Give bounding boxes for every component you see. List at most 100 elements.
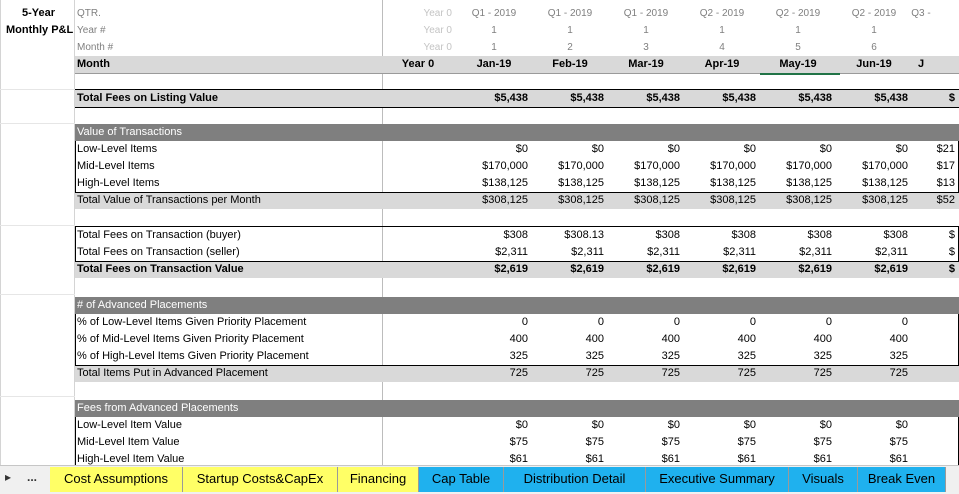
value-cell[interactable]: $0: [591, 419, 604, 431]
value-cell[interactable]: 325: [585, 350, 604, 362]
value-cell[interactable]: 725: [509, 367, 528, 379]
value-cell[interactable]: $308,125: [482, 194, 528, 206]
value-cell[interactable]: 400: [509, 333, 528, 345]
value-cell[interactable]: $0: [515, 419, 528, 431]
value-cell[interactable]: $21: [936, 143, 955, 155]
value-cell[interactable]: $: [948, 246, 955, 258]
value-cell[interactable]: $61: [889, 453, 908, 465]
sheet-tab-startup-costs-capex[interactable]: Startup Costs&CapEx: [183, 467, 338, 492]
value-cell[interactable]: $308: [503, 229, 528, 241]
value-cell[interactable]: $61: [661, 453, 680, 465]
value-cell[interactable]: $5,438: [646, 92, 680, 104]
value-cell[interactable]: $0: [743, 419, 756, 431]
value-cell[interactable]: $2,311: [799, 246, 832, 258]
value-cell[interactable]: $2,311: [571, 246, 604, 258]
value-cell[interactable]: 400: [889, 333, 908, 345]
value-cell[interactable]: $308.13: [564, 229, 604, 241]
value-cell[interactable]: 725: [737, 367, 756, 379]
value-cell[interactable]: $138,125: [786, 177, 832, 189]
value-cell[interactable]: 400: [585, 333, 604, 345]
value-cell[interactable]: 0: [749, 316, 756, 328]
value-cell[interactable]: $2,619: [722, 263, 756, 275]
value-cell[interactable]: $: [948, 229, 955, 241]
value-cell[interactable]: $170,000: [634, 160, 680, 172]
value-cell[interactable]: $308,125: [634, 194, 680, 206]
value-cell[interactable]: $75: [585, 436, 604, 448]
sheet-tab-executive-summary[interactable]: Executive Summary: [646, 467, 789, 492]
value-cell[interactable]: $308,125: [710, 194, 756, 206]
value-cell[interactable]: $5,438: [874, 92, 908, 104]
value-cell[interactable]: $5,438: [798, 92, 832, 104]
value-cell[interactable]: $170,000: [558, 160, 604, 172]
value-cell[interactable]: $138,125: [482, 177, 528, 189]
value-cell[interactable]: $0: [819, 143, 832, 155]
value-cell[interactable]: $138,125: [558, 177, 604, 189]
sheet-tab-break-even[interactable]: Break Even: [858, 467, 946, 492]
scroll-tabs-right-icon[interactable]: ▸: [5, 470, 12, 484]
value-cell[interactable]: $61: [585, 453, 604, 465]
value-cell[interactable]: $170,000: [710, 160, 756, 172]
value-cell[interactable]: $308,125: [558, 194, 604, 206]
value-cell[interactable]: $138,125: [634, 177, 680, 189]
value-cell[interactable]: $138,125: [862, 177, 908, 189]
sheet-tab-distribution-detail[interactable]: Distribution Detail: [504, 467, 646, 492]
value-cell[interactable]: 0: [521, 316, 528, 328]
value-cell[interactable]: $5,438: [494, 92, 528, 104]
value-cell[interactable]: $61: [509, 453, 528, 465]
value-cell[interactable]: $0: [667, 143, 680, 155]
value-cell[interactable]: $13: [936, 177, 955, 189]
more-tabs-ellipsis[interactable]: ...: [27, 470, 38, 484]
value-cell[interactable]: 0: [597, 316, 604, 328]
value-cell[interactable]: $308: [883, 229, 908, 241]
value-cell[interactable]: $170,000: [862, 160, 908, 172]
value-cell[interactable]: $308: [655, 229, 680, 241]
value-cell[interactable]: 400: [737, 333, 756, 345]
value-cell[interactable]: $75: [661, 436, 680, 448]
value-cell[interactable]: $0: [819, 419, 832, 431]
value-cell[interactable]: 400: [813, 333, 832, 345]
value-cell[interactable]: $0: [591, 143, 604, 155]
value-cell[interactable]: $2,311: [875, 246, 908, 258]
sheet-tab-cap-table[interactable]: Cap Table: [419, 467, 504, 492]
value-cell[interactable]: $5,438: [722, 92, 756, 104]
value-cell[interactable]: $0: [515, 143, 528, 155]
value-cell[interactable]: $170,000: [786, 160, 832, 172]
value-cell[interactable]: $0: [743, 143, 756, 155]
value-cell[interactable]: 325: [509, 350, 528, 362]
value-cell[interactable]: $52: [936, 194, 955, 206]
value-cell[interactable]: 325: [737, 350, 756, 362]
value-cell[interactable]: $61: [813, 453, 832, 465]
value-cell[interactable]: $75: [889, 436, 908, 448]
value-cell[interactable]: 0: [901, 316, 908, 328]
sheet-tab-financing[interactable]: Financing: [338, 467, 419, 492]
value-cell[interactable]: $0: [667, 419, 680, 431]
value-cell[interactable]: 325: [813, 350, 832, 362]
value-cell[interactable]: $2,619: [874, 263, 908, 275]
value-cell[interactable]: 400: [661, 333, 680, 345]
value-cell[interactable]: 725: [585, 367, 604, 379]
value-cell[interactable]: $2,311: [647, 246, 680, 258]
value-cell[interactable]: $2,311: [495, 246, 528, 258]
value-cell[interactable]: $75: [813, 436, 832, 448]
value-cell[interactable]: $75: [509, 436, 528, 448]
sheet-tab-cost-assumptions[interactable]: Cost Assumptions: [50, 467, 183, 492]
value-cell[interactable]: $308: [807, 229, 832, 241]
value-cell[interactable]: $17: [936, 160, 955, 172]
value-cell[interactable]: 325: [889, 350, 908, 362]
value-cell[interactable]: 725: [661, 367, 680, 379]
value-cell[interactable]: 725: [813, 367, 832, 379]
value-cell[interactable]: $2,619: [646, 263, 680, 275]
value-cell[interactable]: $308,125: [786, 194, 832, 206]
value-cell[interactable]: 0: [673, 316, 680, 328]
value-cell[interactable]: 0: [825, 316, 832, 328]
value-cell[interactable]: $2,619: [494, 263, 528, 275]
value-cell[interactable]: $2,619: [570, 263, 604, 275]
value-cell[interactable]: $75: [737, 436, 756, 448]
value-cell[interactable]: $5,438: [570, 92, 604, 104]
value-cell[interactable]: $0: [895, 143, 908, 155]
value-cell[interactable]: $308,125: [862, 194, 908, 206]
value-cell[interactable]: $138,125: [710, 177, 756, 189]
value-cell[interactable]: 725: [889, 367, 908, 379]
value-cell[interactable]: $61: [737, 453, 756, 465]
spreadsheet-grid[interactable]: 5-Year Monthly P&L QTR. Year # Month # M…: [0, 0, 959, 465]
